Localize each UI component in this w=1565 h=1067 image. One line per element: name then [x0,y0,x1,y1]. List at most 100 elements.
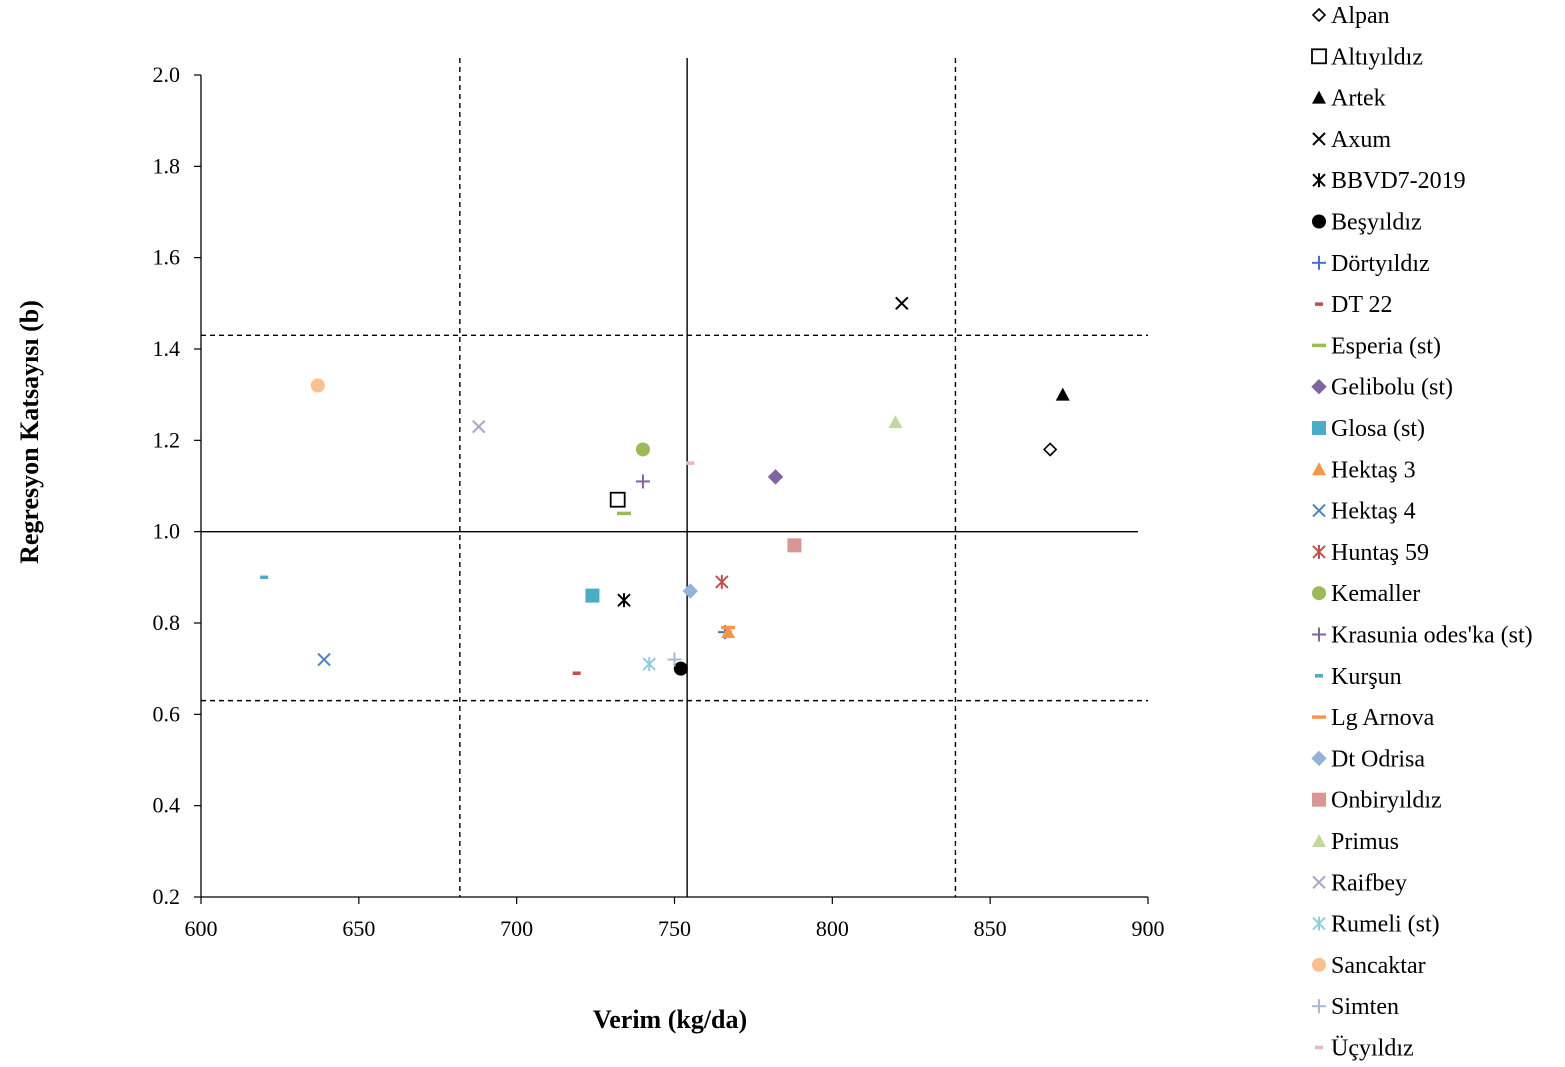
legend-marker [1311,750,1327,767]
marker-shape [585,588,600,603]
y-tick-label: 1.0 [153,519,181,544]
legend-item: Primus [1312,829,1399,855]
legend-item: Simten [1312,994,1399,1020]
legend-marker [1312,255,1326,270]
marker-shape [787,538,802,553]
marker-shape [1055,387,1070,401]
legend-item: DT 22 [1315,292,1393,318]
legend-label: Axum [1331,127,1391,153]
data-point [721,625,736,639]
legend-marker [1312,90,1326,104]
legend-item: Dörtyıldız [1312,251,1430,277]
data-point [667,652,682,667]
legend-item: Hektaş 3 [1312,457,1416,483]
x-tick-label: 750 [658,916,691,941]
y-tick-label: 1.8 [153,153,181,178]
legend-item: Esperia (st) [1312,333,1441,359]
legend-item: Kurşun [1315,664,1402,690]
data-point [642,657,656,672]
y-tick-label: 0.4 [153,793,181,818]
legend-item: Artek [1312,86,1386,112]
legend-label: Kemaller [1331,581,1420,607]
legend-label: Raifbey [1331,870,1407,896]
legend-label: Altıyıldız [1331,44,1423,70]
legend-item: Dt Odrisa [1311,746,1425,772]
data-point [609,491,626,508]
legend-marker [1312,999,1326,1014]
data-point [673,661,688,676]
legend-item: Gelibolu (st) [1311,375,1453,401]
marker-shape [1312,957,1326,972]
legend-item: Krasunia odes'ka (st) [1312,623,1533,649]
x-axis-title: Verim (kg/da) [593,1005,747,1034]
marker-shape [1312,834,1326,847]
legend-label: Kurşun [1331,664,1402,690]
y-tick-label: 0.2 [153,884,181,909]
marker-stroke [472,419,486,434]
legend-label: Beşyıldız [1331,210,1422,236]
x-tick-label: 600 [185,916,218,941]
legend-label: DT 22 [1331,292,1393,318]
legend-item: Hektaş 4 [1312,499,1416,525]
legend-marker [1311,48,1327,65]
legend-item: BBVD7-2019 [1312,168,1466,194]
y-tick-label: 1.6 [153,245,181,270]
marker-shape [1312,90,1326,104]
marker-stroke [1312,132,1326,146]
x-tick-label: 900 [1132,916,1165,941]
legend-marker [1312,544,1326,559]
x-tick-label: 800 [816,916,849,941]
legend-label: Dörtyıldız [1331,251,1430,277]
legend-item: Lg Arnova [1312,705,1435,731]
legend-item: Altıyıldız [1311,44,1423,70]
legend-marker [1312,503,1326,518]
legend-marker [1312,792,1326,807]
marker-shape [609,491,626,508]
legend-marker [1312,132,1326,146]
legend-item: Alpan [1311,3,1390,29]
marker-shape [1312,214,1326,229]
marker-shape [767,469,784,485]
legend-item: Kemaller [1312,581,1420,607]
legend-label: Glosa (st) [1331,416,1425,442]
marker-stroke [317,652,331,667]
marker-shape [888,415,903,429]
data-point [895,296,909,311]
legend-marker [1312,875,1326,890]
marker-shape [1311,378,1327,395]
legend-label: Gelibolu (st) [1331,375,1453,401]
marker-shape [1312,462,1326,476]
legend-label: Primus [1331,829,1399,855]
marker-stroke [895,296,909,311]
marker-stroke [1312,875,1326,890]
legend-marker [1312,421,1326,435]
legend-label: Onbiryıldız [1331,788,1442,814]
x-tick-label: 650 [342,916,375,941]
data-point [617,593,631,608]
legend-item: Onbiryıldız [1312,788,1442,814]
legend-label: BBVD7-2019 [1331,168,1466,194]
legend-label: Lg Arnova [1331,705,1435,731]
data-point [585,588,600,603]
legend-label: Huntaş 59 [1331,540,1429,566]
data-point [635,442,650,457]
legend-marker [1312,834,1326,847]
y-tick-label: 2.0 [153,62,181,87]
legend-label: Rumeli (st) [1331,912,1440,938]
reference-lines [201,58,1148,897]
data-point [767,469,784,485]
legend-label: Hektaş 4 [1331,499,1416,525]
data-point [317,652,331,667]
marker-shape [1312,792,1326,807]
data-point [1043,442,1058,457]
marker-shape [721,625,736,639]
data-point [888,415,903,429]
legend-label: Krasunia odes'ka (st) [1331,623,1533,649]
marker-shape [1311,750,1327,767]
legend-item: Üçyıldız [1315,1036,1414,1062]
data-point [682,583,698,599]
marker-shape [1311,7,1327,23]
legend-label: Dt Odrisa [1331,746,1425,772]
legend-label: Esperia (st) [1331,333,1441,359]
